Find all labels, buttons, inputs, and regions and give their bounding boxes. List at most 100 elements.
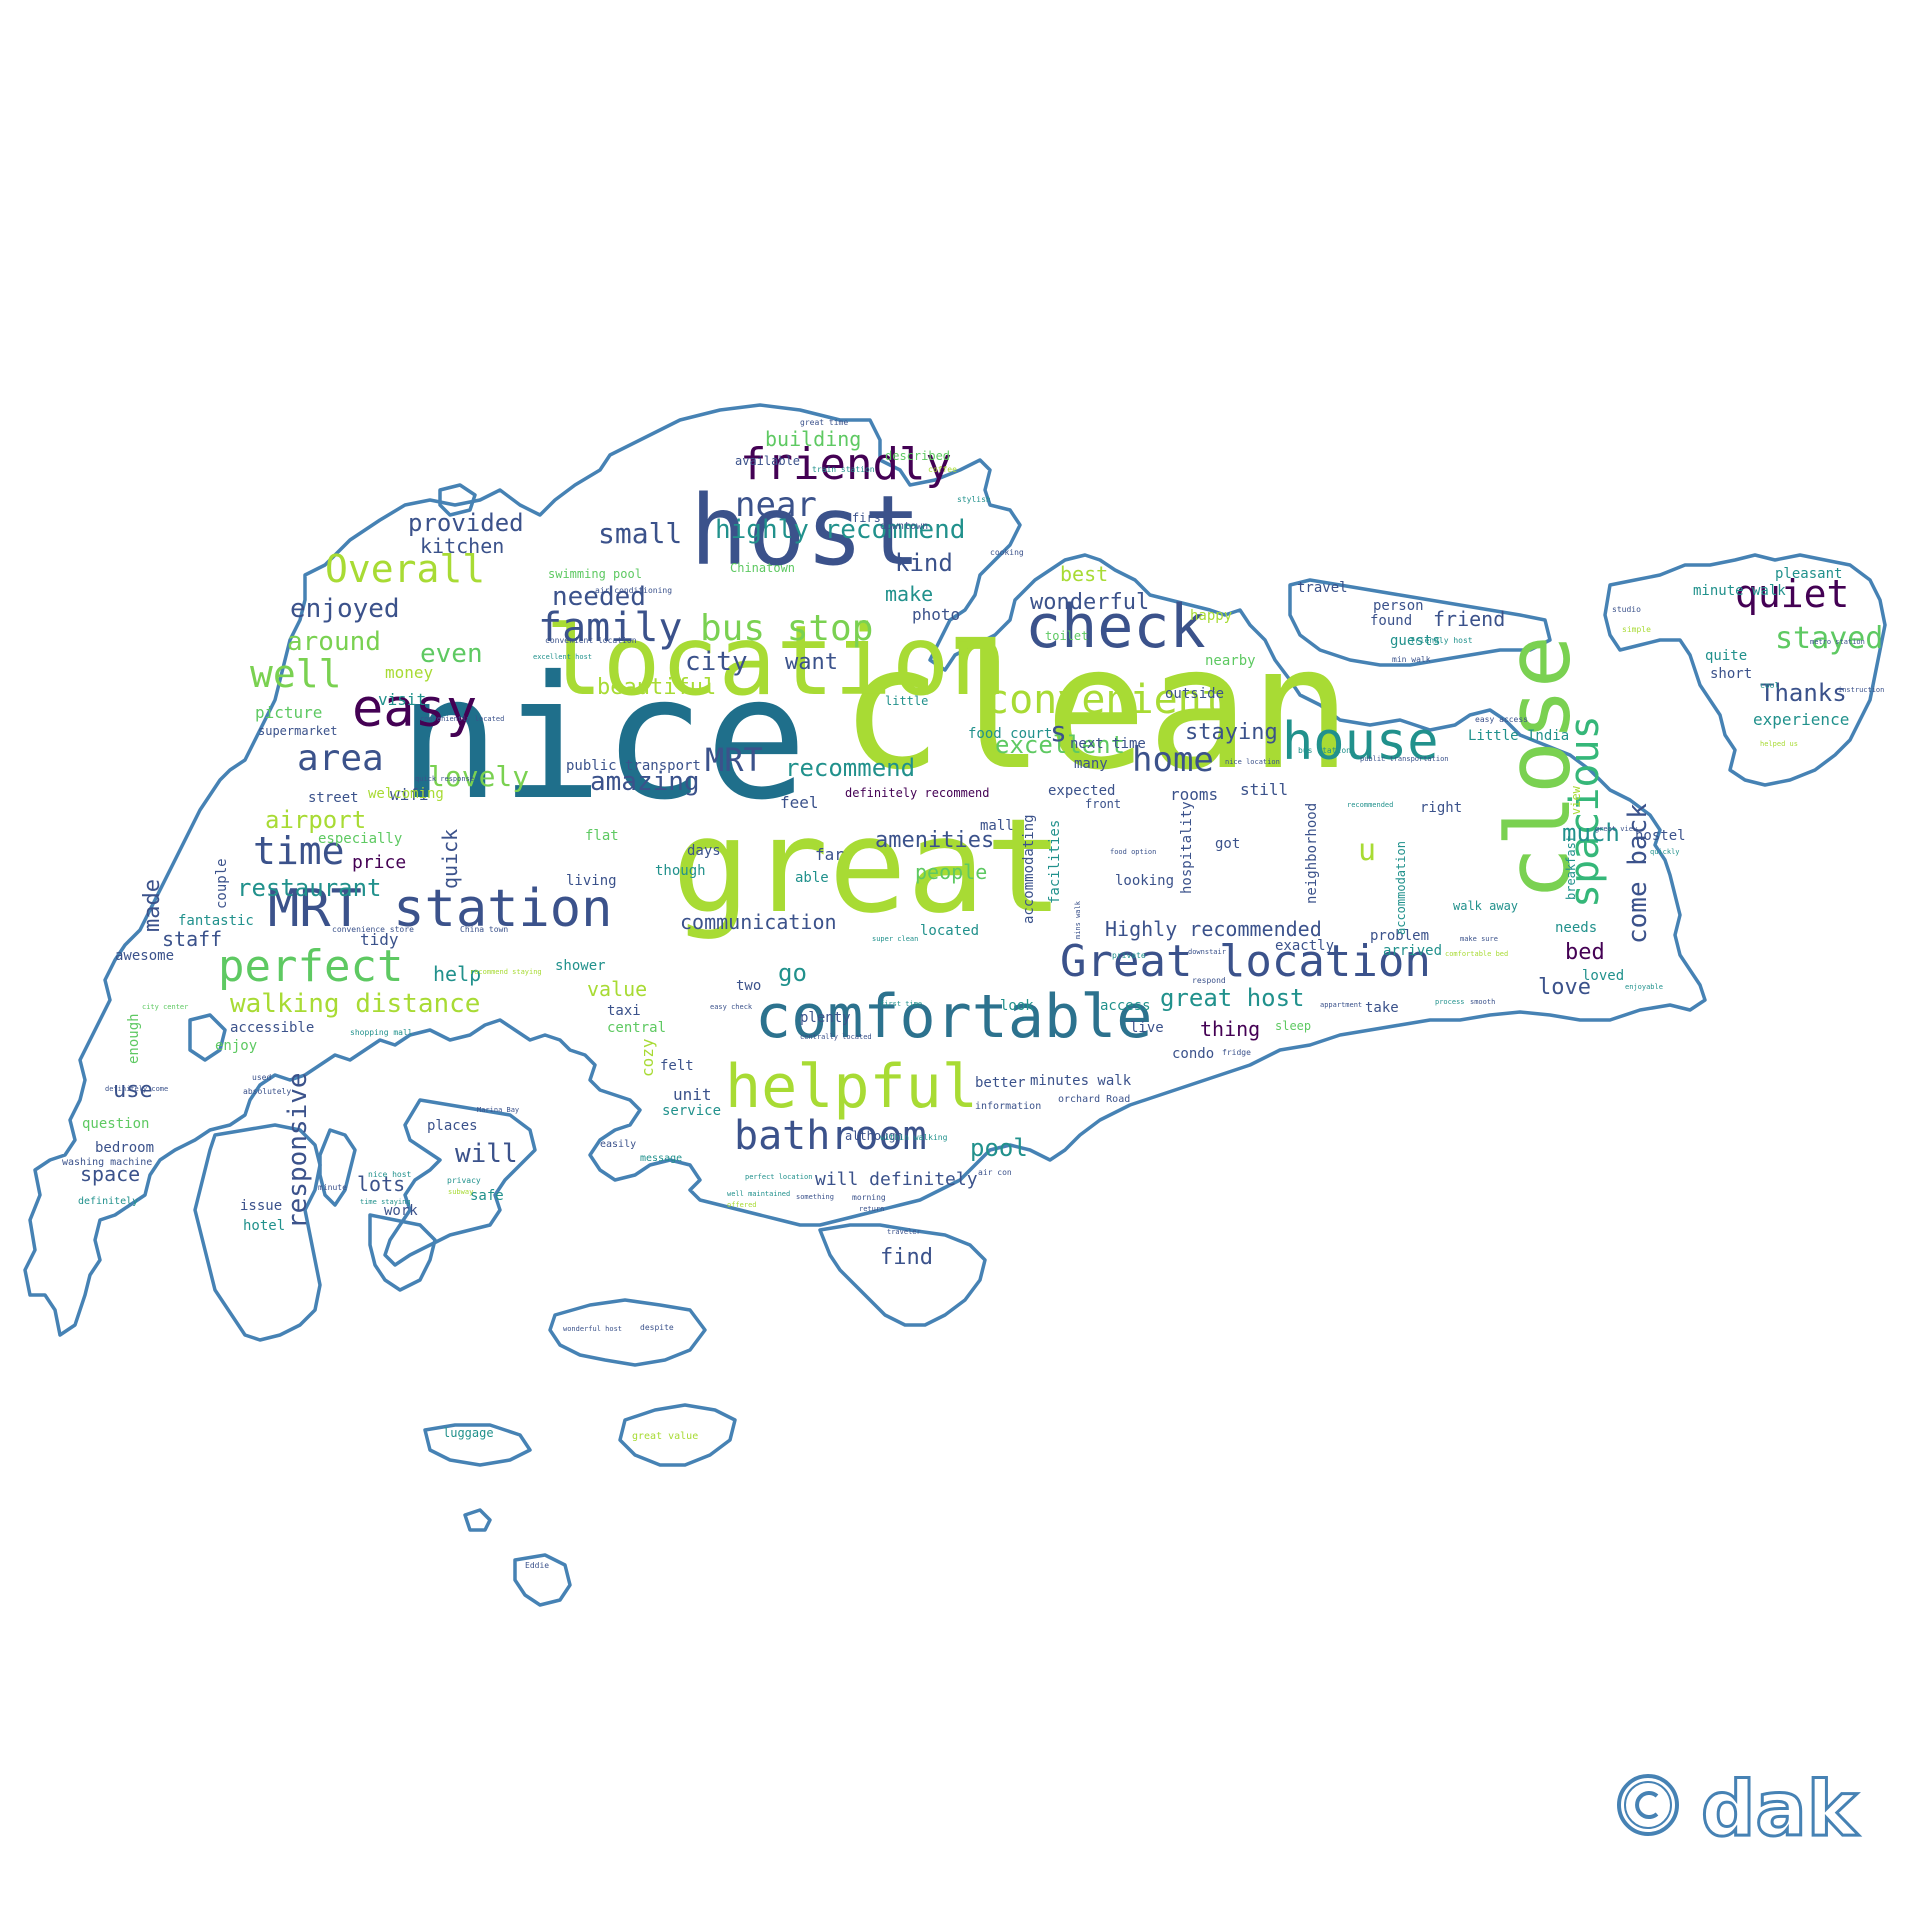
word-fantastic: fantastic xyxy=(178,912,254,929)
word-days: days xyxy=(687,842,721,859)
word-air-conditioning: air conditioning xyxy=(595,585,673,595)
word-check: check xyxy=(1025,592,1206,662)
word-instruction: instruction xyxy=(1838,686,1885,695)
east-island-shape xyxy=(818,1223,987,1327)
word-absolutely: absolutely xyxy=(243,1086,292,1096)
word-though: though xyxy=(655,862,706,879)
word-especially: especially xyxy=(318,830,403,847)
word-offered: offered xyxy=(727,1201,757,1210)
word-shower: shower xyxy=(555,957,606,974)
word-accessible: accessible xyxy=(230,1019,315,1036)
word-safe: safe xyxy=(470,1187,504,1204)
word-needs: needs xyxy=(1555,919,1598,936)
word-loved: loved xyxy=(1582,967,1625,984)
word-comfortable: comfortable xyxy=(755,982,1153,1052)
word-amazing: amazing xyxy=(590,767,700,798)
word-guests: guests xyxy=(1390,632,1441,649)
word-restaurant: restaurant xyxy=(237,873,382,902)
word-condo: condo xyxy=(1172,1045,1215,1062)
word-accommodation: accommodation xyxy=(1394,841,1408,936)
word-location: location xyxy=(545,605,1008,718)
word-welcoming: welcoming xyxy=(368,785,444,802)
word-luggage: luggage xyxy=(443,1426,494,1441)
word-quick: quick xyxy=(438,828,462,889)
word-easily: easily xyxy=(600,1139,637,1150)
word-s: s xyxy=(1050,714,1067,748)
word-needed: needed xyxy=(552,582,646,613)
word-still: still xyxy=(1240,780,1289,800)
word-photo: photo xyxy=(912,605,961,625)
word-money: money xyxy=(385,663,434,683)
word-food-option: food option xyxy=(1110,848,1157,857)
word-neighborhood: neighborhood xyxy=(1304,802,1320,904)
word-downtown: downtown xyxy=(880,521,929,532)
word-house: house xyxy=(1282,712,1439,773)
south-island-1 xyxy=(548,1298,707,1367)
word-swimming-pool: swimming pool xyxy=(548,567,642,582)
word-small: small xyxy=(598,516,683,550)
word-help: help xyxy=(433,962,482,986)
word-find: find xyxy=(880,1245,933,1271)
word-time: time xyxy=(253,828,345,873)
word-picture: picture xyxy=(255,703,323,723)
word-nice: nice xyxy=(398,640,808,838)
word-go: go xyxy=(778,958,807,987)
word-view: view xyxy=(1569,786,1583,816)
pulau-ubin-shape xyxy=(1288,578,1552,667)
word-enjoyed: enjoyed xyxy=(290,594,400,625)
word-home: home xyxy=(1132,739,1214,780)
word-enjoy: enjoy xyxy=(215,1037,258,1054)
jurong-island-shape xyxy=(193,1123,322,1342)
word-space: space xyxy=(80,1162,141,1186)
word-expected: expected xyxy=(1048,782,1116,799)
word-street: street xyxy=(308,789,359,806)
word-enjoyable: enjoyable xyxy=(1625,983,1663,992)
word-information: information xyxy=(975,1101,1042,1112)
word-public-transport: public transport xyxy=(566,757,701,774)
west-island-1 xyxy=(188,1013,227,1062)
word-sleep: sleep xyxy=(1275,1019,1312,1034)
word-airport: airport xyxy=(265,805,367,834)
word-recommend-staying: recommend staying xyxy=(470,968,542,977)
word-even: even xyxy=(420,639,483,670)
word-pool: pool xyxy=(970,1133,1028,1162)
word-privacy: privacy xyxy=(447,1175,481,1185)
word-highly-recommend: highly recommend xyxy=(715,515,966,546)
word-accommodating: accommodating xyxy=(1021,814,1037,924)
word-chinatown: Chinatown xyxy=(730,561,796,576)
word-want: want xyxy=(785,650,838,676)
word-convenient-location: convenient location xyxy=(545,635,637,645)
word-felt: felt xyxy=(660,1057,694,1074)
word-make-sure: make sure xyxy=(1460,935,1498,944)
word-friendly-host: friendly host xyxy=(1410,635,1473,645)
word-taxi: taxi xyxy=(607,1002,641,1019)
word-visit: visit xyxy=(378,690,427,710)
word-quiet: quiet xyxy=(1735,571,1850,616)
south-island-4 xyxy=(463,1508,492,1532)
word-traveler: traveler xyxy=(887,1228,921,1237)
word-got: got xyxy=(1215,835,1241,852)
word-short: short xyxy=(1710,665,1753,682)
word-will: will xyxy=(455,1139,518,1170)
word-public-transportation: public transportation xyxy=(1360,755,1449,764)
word-building: building xyxy=(765,427,862,451)
word-city-center: city center xyxy=(142,1003,189,1012)
word-bus-stop: bus stop xyxy=(700,608,874,650)
word-smooth: smooth xyxy=(1470,998,1496,1007)
word-staying: staying xyxy=(1185,720,1278,746)
word-hotel: hotel xyxy=(243,1217,286,1234)
word-easy: easy xyxy=(352,679,478,740)
word-bus-station: bus station xyxy=(1298,745,1351,755)
word-great-host: great host xyxy=(1160,983,1305,1012)
word-studio: studio xyxy=(1612,604,1641,614)
word-super-clean: super clean xyxy=(872,935,919,944)
word-first-time: first time xyxy=(880,1000,923,1009)
word-best: best xyxy=(1060,562,1109,586)
word-respond: respond xyxy=(1192,975,1226,985)
word-stylish: stylish xyxy=(957,494,991,504)
word-around: around xyxy=(287,627,381,658)
word-awesome: awesome xyxy=(115,947,175,964)
word-fridge: fridge xyxy=(1222,1047,1251,1057)
word-used: used xyxy=(252,1072,272,1082)
word-great-view: great view xyxy=(1595,825,1638,834)
